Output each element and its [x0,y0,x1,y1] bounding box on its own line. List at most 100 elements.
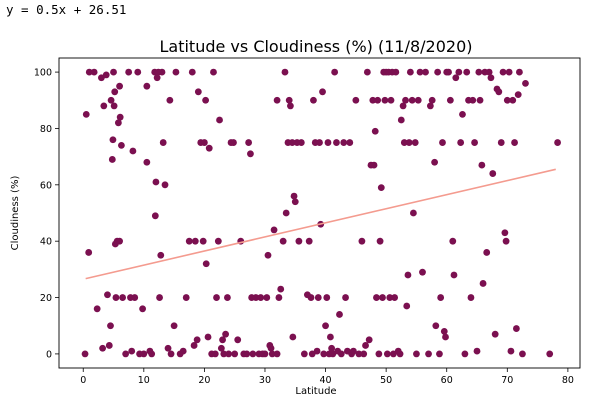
data-point [281,68,289,76]
data-point [188,68,196,76]
data-point [387,96,395,104]
data-point [546,350,554,358]
data-point [249,350,257,358]
data-point [373,294,380,301]
data-point [446,96,454,104]
data-point [125,68,133,76]
data-point [439,139,446,146]
data-point [205,144,213,152]
data-point [152,178,160,186]
x-tick-label: 80 [562,375,574,386]
data-point [161,181,169,189]
data-point [323,294,331,301]
data-point [85,249,93,256]
data-point [85,68,93,76]
data-point [554,139,561,146]
data-point [93,305,101,313]
data-point [386,294,394,301]
data-point [166,96,174,104]
data-point [422,68,429,76]
data-point [267,344,275,352]
data-point [158,68,166,76]
data-point [406,68,414,76]
data-point [185,237,193,245]
data-point [461,350,469,358]
data-point [426,102,434,110]
data-point [143,158,151,166]
data-point [352,96,360,104]
data-point [157,251,165,259]
data-point [225,350,233,358]
data-point [230,139,237,146]
y-tick-label: 20 [40,293,52,304]
data-point [522,79,529,87]
data-point [200,139,208,146]
data-point [457,139,465,146]
data-point [396,350,404,358]
data-point [342,294,349,301]
data-point [505,68,513,76]
y-tick-label: 60 [40,180,52,191]
data-point [476,96,484,104]
data-point [199,237,207,245]
data-point [182,294,190,301]
data-point [213,294,220,301]
data-point [319,88,326,96]
data-point [179,347,187,355]
data-point [300,350,308,358]
data-point [479,280,487,287]
data-point [491,330,499,338]
data-point [397,116,405,124]
data-point [167,350,175,358]
data-point [210,68,217,76]
data-point [116,82,123,90]
data-point [164,344,172,352]
data-point [148,350,156,358]
data-point [516,68,523,76]
data-point [193,336,201,344]
data-point [313,347,321,355]
data-point [346,139,354,146]
data-point [519,350,526,358]
data-point [104,291,111,299]
data-point [139,305,147,313]
data-point [410,209,417,217]
data-point [90,68,98,76]
data-point [287,102,294,110]
data-point [369,96,377,104]
data-point [414,96,422,104]
data-point [288,139,296,146]
data-point [459,110,466,118]
data-point [507,347,515,355]
data-point [489,170,497,177]
data-point [485,68,493,76]
data-point [328,344,336,352]
data-point [333,139,340,146]
y-tick-label: 80 [40,124,52,135]
data-point [404,271,412,279]
data-point [82,110,90,118]
data-point [473,347,481,355]
data-point [514,91,522,99]
data-point [214,237,222,245]
data-point [483,249,491,256]
data-point [383,350,391,358]
data-point [263,294,271,301]
data-point [452,74,460,82]
data-point [413,350,420,358]
data-point [268,350,276,358]
x-tick-label: 40 [320,375,332,386]
data-point [403,302,411,310]
data-point [151,212,159,220]
data-point [374,96,382,104]
data-point [437,294,445,301]
data-point [194,88,202,96]
data-point [190,342,198,349]
data-point [172,68,180,76]
data-point [327,333,334,341]
data-point [81,350,89,358]
data-point [122,350,130,358]
data-point [170,322,178,330]
data-point [350,347,357,355]
data-point [431,158,439,166]
